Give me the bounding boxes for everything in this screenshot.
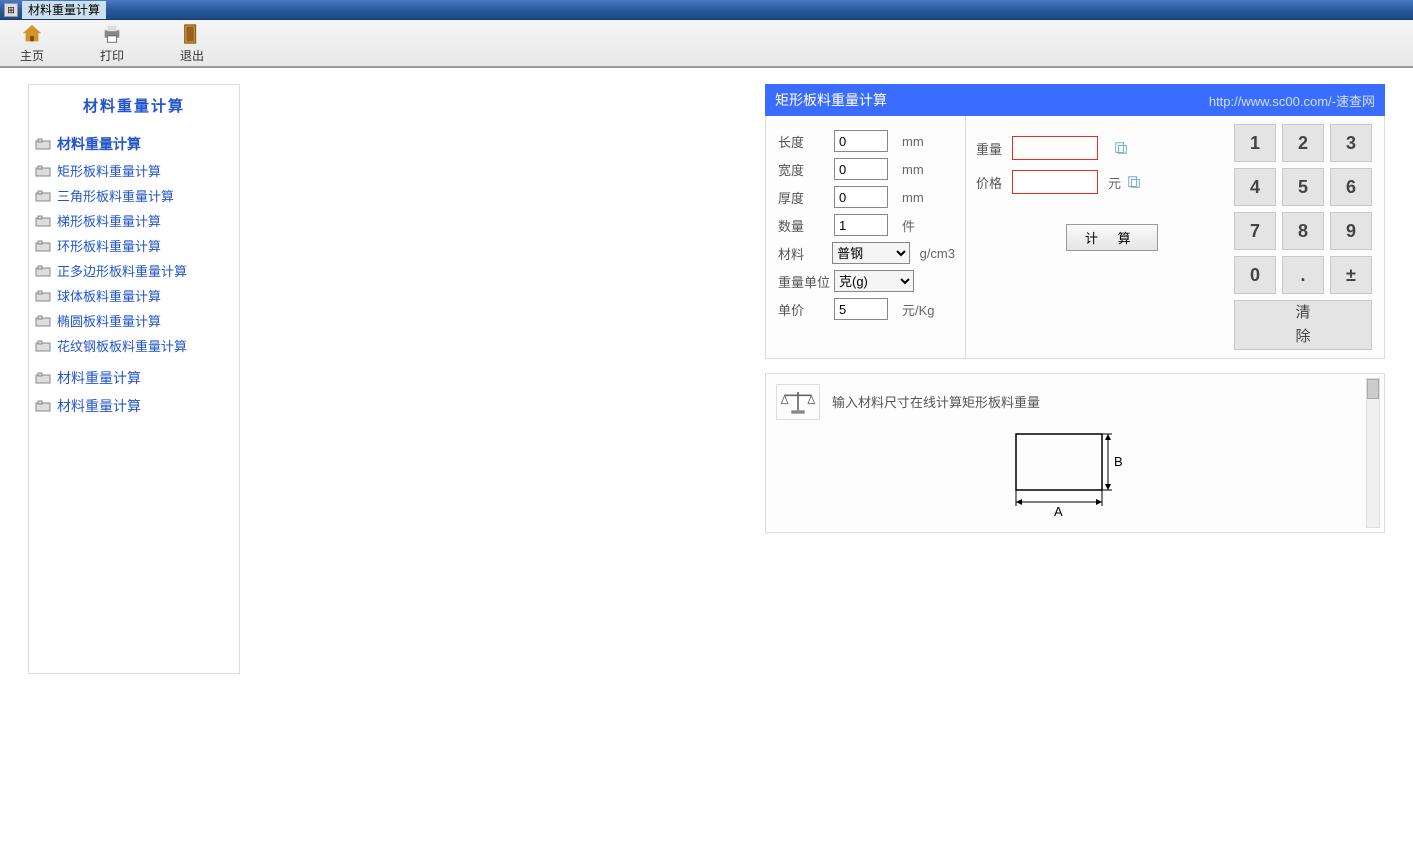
copy-weight-icon[interactable]	[1114, 141, 1128, 155]
window-title: 材料重量计算	[22, 1, 106, 19]
sidebar-item[interactable]: 梯形板料重量计算	[35, 208, 233, 233]
home-label: 主页	[20, 47, 44, 64]
diagram-a-label: A	[1054, 504, 1063, 519]
exit-label: 退出	[180, 47, 204, 64]
sidebar-item-label: 梯形板料重量计算	[57, 211, 161, 230]
exit-button[interactable]: 退出	[168, 23, 216, 64]
sidebar-item[interactable]: 矩形板料重量计算	[35, 158, 233, 183]
weightunit-label: 重量单位	[778, 272, 834, 291]
print-icon	[100, 23, 124, 45]
sidebar-group-label: 材料重量计算	[57, 134, 141, 154]
width-unit: mm	[902, 162, 924, 177]
exit-icon	[180, 23, 204, 45]
keypad-key-2[interactable]: 2	[1282, 124, 1324, 162]
home-button[interactable]: 主页	[8, 23, 56, 64]
calculator-header: 矩形板料重量计算 http://www.sc00.com/-速查网	[765, 84, 1385, 116]
sidebar: 材料重量计算 材料重量计算矩形板料重量计算三角形板料重量计算梯形板料重量计算环形…	[28, 84, 240, 674]
sidebar-item[interactable]: 环形板料重量计算	[35, 233, 233, 258]
sidebar-item-label: 三角形板料重量计算	[57, 186, 174, 205]
weightunit-select[interactable]: 克(g)	[834, 270, 914, 292]
sidebar-item-label: 球体板料重量计算	[57, 286, 161, 305]
width-input[interactable]	[834, 158, 888, 180]
sidebar-group-header[interactable]: 材料重量计算	[35, 130, 233, 158]
keypad-key-0[interactable]: 0	[1234, 256, 1276, 294]
sidebar-item[interactable]: 球体板料重量计算	[35, 283, 233, 308]
thickness-unit: mm	[902, 190, 924, 205]
results-column: 重量 价格 元 计 算	[966, 116, 1234, 358]
keypad-key-5[interactable]: 5	[1282, 168, 1324, 206]
weight-result-box	[1012, 136, 1098, 160]
keypad-column: 123 456 789 0.± 清除	[1234, 116, 1384, 358]
price-result-box	[1012, 170, 1098, 194]
main-toolbar: 主页 打印 退出	[0, 20, 1413, 68]
length-input[interactable]	[834, 130, 888, 152]
sidebar-title: 材料重量计算	[29, 85, 239, 130]
length-unit: mm	[902, 134, 924, 149]
balance-scale-icon	[776, 384, 820, 420]
sidebar-item-label: 椭圆板料重量计算	[57, 311, 161, 330]
source-link[interactable]: http://www.sc00.com/-速查网	[1209, 91, 1375, 110]
app-icon: ⊞	[4, 3, 18, 17]
sidebar-item-label: 环形板料重量计算	[57, 236, 161, 255]
unitprice-label: 单价	[778, 300, 834, 319]
quantity-label: 数量	[778, 216, 834, 235]
keypad-key-9[interactable]: 9	[1330, 212, 1372, 250]
sidebar-item[interactable]: 三角形板料重量计算	[35, 183, 233, 208]
length-label: 长度	[778, 132, 834, 151]
material-select[interactable]: 普钢	[832, 242, 909, 264]
sidebar-group-label: 材料重量计算	[57, 396, 141, 416]
thickness-input[interactable]	[834, 186, 888, 208]
price-result-unit: 元	[1108, 173, 1121, 192]
keypad-key-8[interactable]: 8	[1282, 212, 1324, 250]
keypad-key-6[interactable]: 6	[1330, 168, 1372, 206]
print-label: 打印	[100, 47, 124, 64]
sidebar-group-header[interactable]: 材料重量计算	[35, 364, 233, 392]
sidebar-item[interactable]: 椭圆板料重量计算	[35, 308, 233, 333]
inputs-column: 长度 mm 宽度 mm 厚度 mm 数量 件 材料普钢 g/cm3 重量单位克(g) 单价…	[766, 116, 966, 358]
copy-price-icon[interactable]	[1127, 175, 1141, 189]
sidebar-item[interactable]: 正多边形板料重量计算	[35, 258, 233, 283]
sidebar-group-label: 材料重量计算	[57, 368, 141, 388]
keypad-key-±[interactable]: ±	[1330, 256, 1372, 294]
keypad-key-4[interactable]: 4	[1234, 168, 1276, 206]
price-result-label: 价格	[976, 173, 1012, 192]
sidebar-group-header[interactable]: 材料重量计算	[35, 392, 233, 420]
keypad-clear-button[interactable]: 清除	[1234, 300, 1372, 350]
sidebar-item-label: 正多边形板料重量计算	[57, 261, 187, 280]
weight-result-label: 重量	[976, 139, 1012, 158]
quantity-input[interactable]	[834, 214, 888, 236]
unitprice-unit: 元/Kg	[902, 300, 935, 319]
unitprice-input[interactable]	[834, 298, 888, 320]
quantity-unit: 件	[902, 216, 915, 235]
sidebar-tree[interactable]: 材料重量计算矩形板料重量计算三角形板料重量计算梯形板料重量计算环形板料重量计算正…	[29, 130, 239, 670]
sidebar-item[interactable]: 花纹钢板板料重量计算	[35, 333, 233, 358]
sidebar-item-label: 花纹钢板板料重量计算	[57, 336, 187, 355]
diagram-b-label: B	[1114, 454, 1123, 469]
keypad-key-3[interactable]: 3	[1330, 124, 1372, 162]
sidebar-item-label: 矩形板料重量计算	[57, 161, 161, 180]
keypad-key-1[interactable]: 1	[1234, 124, 1276, 162]
info-panel: 输入材料尺寸在线计算矩形板料重量 B A	[765, 373, 1385, 533]
calculate-button[interactable]: 计 算	[1066, 224, 1158, 251]
width-label: 宽度	[778, 160, 834, 179]
info-scrollbar[interactable]	[1366, 378, 1380, 528]
window-titlebar: ⊞ 材料重量计算	[0, 0, 1413, 20]
material-unit: g/cm3	[920, 246, 955, 261]
material-label: 材料	[778, 244, 832, 263]
print-button[interactable]: 打印	[88, 23, 136, 64]
rectangle-diagram: B A	[1006, 426, 1136, 526]
home-icon	[20, 23, 44, 45]
thickness-label: 厚度	[778, 188, 834, 207]
keypad-key-7[interactable]: 7	[1234, 212, 1276, 250]
calculator-title: 矩形板料重量计算	[775, 90, 887, 110]
keypad-key-.[interactable]: .	[1282, 256, 1324, 294]
